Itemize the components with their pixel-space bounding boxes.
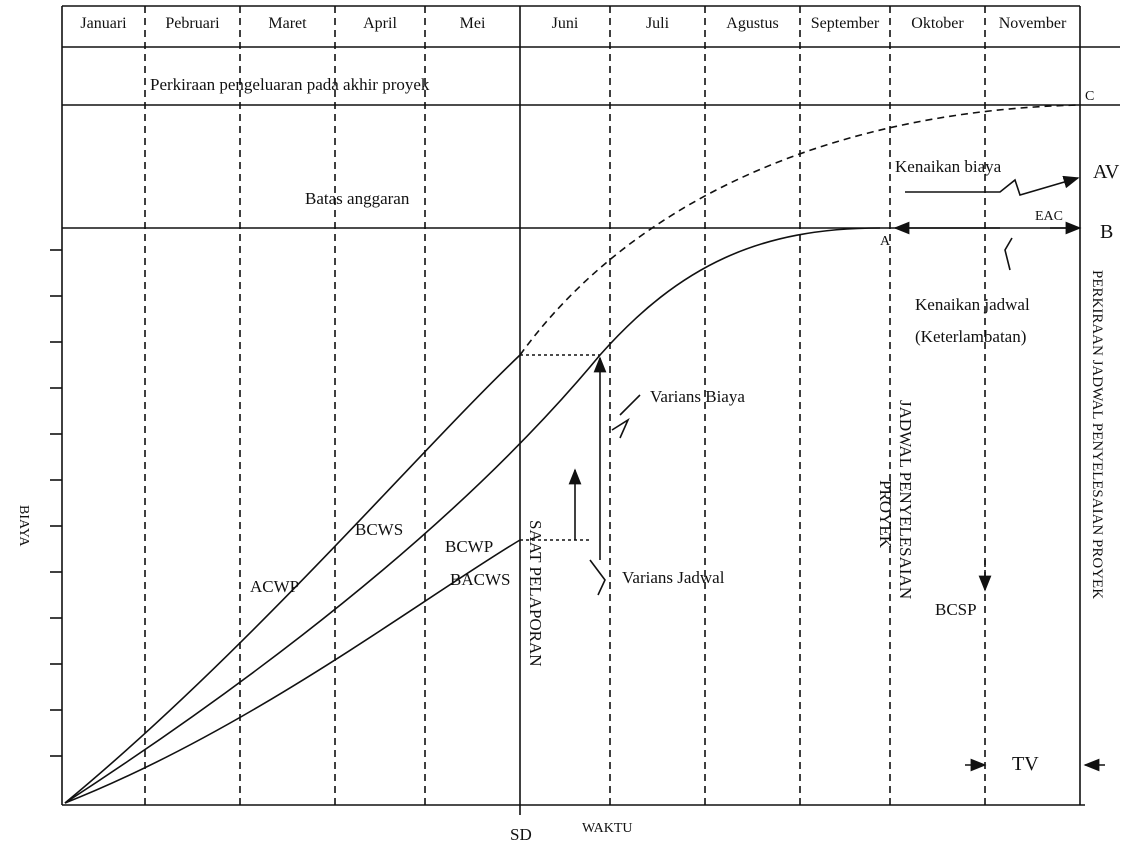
bcws-curve: [64, 227, 881, 804]
label: PROYEK: [876, 480, 895, 549]
month-label: Pebruari: [165, 15, 220, 32]
month-label: Oktober: [911, 15, 964, 32]
label: C: [1085, 89, 1094, 104]
column-dividers: Januari Pebruari Maret April Mei Juni Juli Agus…: [80, 6, 1067, 805]
label: ACWP: [250, 577, 299, 596]
labels: Perkiraan pengeluaran pada akhir proyek …: [16, 75, 1120, 844]
label: BACWS: [450, 570, 510, 589]
acwp-curve: [64, 354, 521, 804]
label: SAAT PELAPORAN: [526, 520, 545, 667]
label: A: [880, 234, 891, 249]
month-label: Juli: [646, 15, 670, 32]
label: WAKTU: [582, 821, 633, 836]
label: BCSP: [935, 600, 977, 619]
label: Perkiraan pengeluaran pada akhir proyek: [150, 75, 430, 94]
month-label: Januari: [80, 15, 127, 32]
month-label: Mei: [460, 15, 486, 32]
label: (Keterlambatan): [915, 327, 1026, 346]
label: Kenaikan jadwal: [915, 295, 1030, 314]
label: Varians Jadwal: [622, 568, 725, 587]
axis-ticks: [50, 249, 62, 757]
month-label: Agustus: [726, 15, 778, 32]
month-label: Maret: [268, 15, 307, 32]
month-label: Juni: [552, 15, 579, 32]
frame: [61, 5, 1120, 815]
month-label: September: [811, 15, 880, 32]
label: B: [1100, 221, 1113, 243]
label: AV: [1093, 161, 1120, 183]
label: BIAYA: [16, 505, 31, 547]
label: JADWAL PENYELESAIAN: [896, 400, 915, 599]
label: TV: [1012, 753, 1039, 775]
label: EAC: [1035, 209, 1063, 224]
label: BCWS: [355, 520, 403, 539]
label: Varians Biaya: [650, 387, 745, 406]
label: SD: [510, 825, 532, 844]
month-label: April: [363, 15, 397, 32]
month-label: November: [999, 15, 1067, 32]
curves: [64, 104, 1105, 804]
label: Batas anggaran: [305, 189, 410, 208]
bcwp-curve: [64, 539, 521, 804]
acwp-forecast: [519, 104, 1081, 356]
label: BCWP: [445, 537, 493, 556]
label: Kenaikan biaya: [895, 157, 1002, 176]
label: PERKIRAAN JADWAL PENYELESAIAN PROYEK: [1089, 270, 1105, 599]
